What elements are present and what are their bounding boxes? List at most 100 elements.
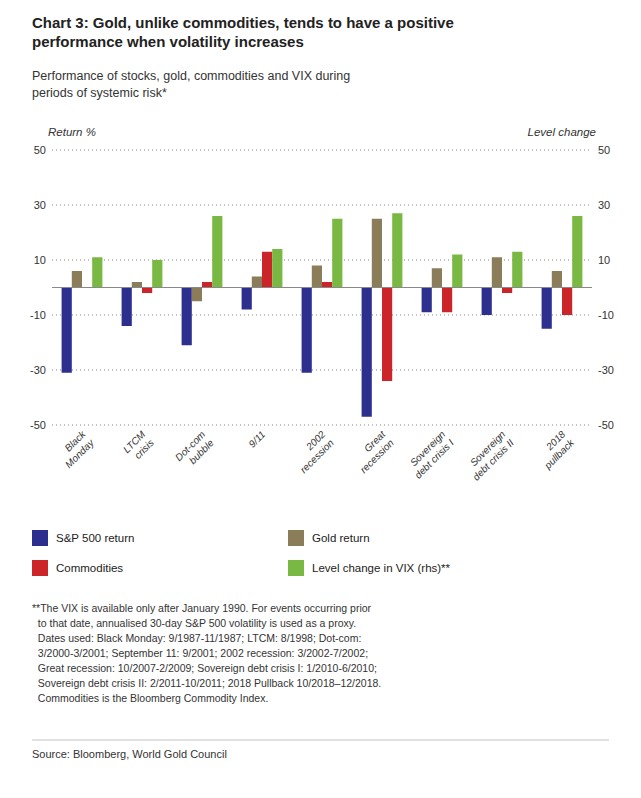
x-tick-label: Greatrecession [349, 428, 396, 475]
x-tick-label: 2002recession [289, 428, 336, 475]
y2-tick-label: -10 [598, 309, 614, 321]
text-line: Monday [63, 436, 97, 470]
text-line: crisis [132, 437, 156, 461]
bar [542, 288, 552, 329]
text-line: pullback [541, 436, 576, 471]
bar [152, 260, 162, 288]
grid-line [52, 205, 592, 206]
bar [252, 277, 262, 288]
source: Source: Bloomberg, World Gold Council [32, 748, 227, 760]
bar [202, 282, 212, 288]
y2-tick-label: 10 [598, 254, 610, 266]
text-line: to that date, annualised 30-day S&P 500 … [32, 617, 356, 629]
x-tick-label: Sovereigndebt crisis II [462, 428, 516, 482]
y-tick-label: -50 [30, 419, 46, 431]
bar [302, 288, 312, 373]
bar [432, 268, 442, 287]
legend-swatch [32, 530, 48, 546]
y2-tick-label: -30 [598, 364, 614, 376]
y2-axis-label: Level change [528, 126, 596, 138]
bar [92, 257, 102, 287]
bar [242, 288, 252, 310]
legend-label: Level change in VIX (rhs)** [312, 562, 451, 574]
bar [62, 288, 72, 373]
x-tick-label: 2018pullback [533, 428, 577, 472]
bar [192, 288, 202, 302]
subtitle: Performance of stocks, gold, commodities… [32, 69, 350, 100]
background [0, 0, 641, 798]
baseline [52, 287, 592, 288]
y-tick-label: 50 [34, 144, 46, 156]
x-tick-label: BlackMonday [54, 428, 96, 470]
y-tick-label: 30 [34, 199, 46, 211]
bar [392, 213, 402, 287]
bar [382, 288, 392, 382]
bar [322, 282, 332, 288]
legend-swatch [288, 560, 304, 576]
bar [132, 282, 142, 288]
grid [52, 150, 592, 425]
x-tick-label: 9/11 [246, 429, 267, 450]
text-line: Commodities is the Bloomberg Commodity I… [32, 692, 268, 704]
text-line: periods of systemic risk* [32, 86, 167, 100]
y-tick-label: -10 [30, 309, 46, 321]
separator [32, 740, 609, 741]
bar [312, 266, 322, 288]
bar [372, 219, 382, 288]
y2-tick-label: 50 [598, 144, 610, 156]
bar [422, 288, 432, 313]
text-line: Sovereign debt crisis II: 2/2011-10/2011… [32, 677, 381, 689]
text-line: Dates used: Black Monday: 9/1987-11/1987… [32, 632, 361, 644]
text-line: Chart 3: Gold, unlike commodities, tends… [32, 14, 454, 31]
text-line: debt crisis I [412, 437, 456, 481]
bar [572, 216, 582, 288]
bar [512, 252, 522, 288]
grid-line [52, 425, 592, 426]
legend-label: S&P 500 return [56, 532, 134, 544]
bar [72, 271, 82, 288]
footnote: **The VIX is available only after Januar… [32, 602, 381, 704]
page: {"chart_data": { "type": "bar", "title":… [0, 0, 641, 798]
bar [122, 288, 132, 327]
y2-tick-label: -50 [598, 419, 614, 431]
legend: S&P 500 return Gold return Commodities Leve… [32, 530, 451, 576]
grid-line [52, 150, 592, 151]
title: Chart 3: Gold, unlike commodities, tends… [32, 14, 454, 50]
text-line: 3/2000-3/2001; September 11: 9/2001; 200… [32, 647, 368, 659]
bar [262, 252, 272, 288]
bar [562, 288, 572, 316]
bar [212, 216, 222, 288]
bar [362, 288, 372, 417]
text-line: recession [358, 437, 396, 475]
grid-line [52, 370, 592, 371]
bar [182, 288, 192, 346]
legend-label: Gold return [312, 532, 370, 544]
text-line: bubble [187, 437, 216, 466]
bar [492, 257, 502, 287]
text-line: performance when volatility increases [32, 33, 304, 50]
grid-line [52, 260, 592, 261]
chart: Chart 3: Gold, unlike commodities, tends… [0, 0, 641, 798]
text-line: **The VIX is available only after Januar… [32, 602, 372, 614]
bars [62, 213, 583, 417]
legend-swatch [288, 530, 304, 546]
y-tick-label: 10 [34, 254, 46, 266]
bar [552, 271, 562, 288]
bar [452, 255, 462, 288]
text-line: debt crisis II [470, 437, 516, 483]
bar [482, 288, 492, 316]
text-line: Great recession: 10/2007-2/2009; Soverei… [32, 662, 377, 674]
text-line: recession [298, 437, 336, 475]
text-line: 9/11 [246, 429, 267, 450]
y2-tick-label: 30 [598, 199, 610, 211]
bar [272, 249, 282, 288]
bar [502, 288, 512, 294]
text-line: Performance of stocks, gold, commodities… [32, 69, 350, 83]
y-axis-label: Return % [48, 126, 96, 138]
grid-line [52, 315, 592, 316]
legend-swatch [32, 560, 48, 576]
x-tick-label: Dot-combubble [173, 428, 216, 471]
bar [142, 288, 152, 294]
legend-label: Commodities [56, 562, 123, 574]
bar [442, 288, 452, 313]
